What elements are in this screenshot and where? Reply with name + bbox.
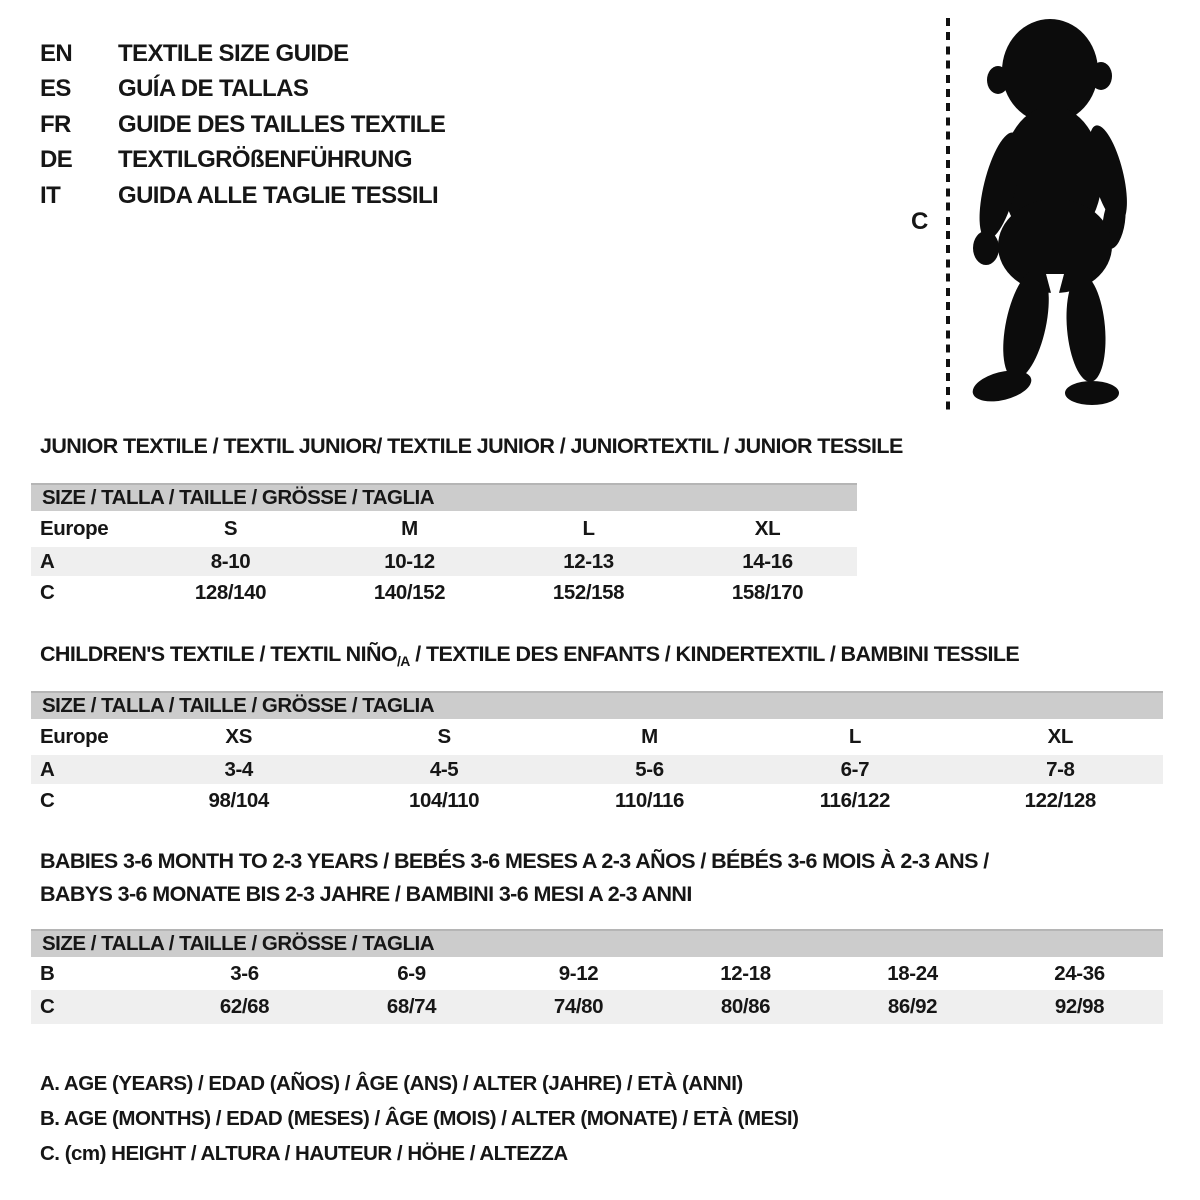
language-code: DE: [40, 146, 73, 174]
table-cell: 152/158: [552, 581, 625, 604]
height-dashed-line: [946, 18, 950, 414]
table-cell: 140/152: [373, 581, 446, 604]
table-cell: 3-4: [224, 757, 253, 781]
toddler-silhouette-icon: [972, 19, 1127, 405]
table-cell: 12-18: [720, 961, 771, 985]
table-cell: 104/110: [409, 789, 480, 812]
table-row: C 62/68 68/74 74/80 80/86 86/92 92/98: [31, 990, 1163, 1024]
children-title-prefix: CHILDREN'S TEXTILE / TEXTIL NIÑO: [40, 642, 398, 666]
footnote-a: A. AGE (YEARS) / EDAD (AÑOS) / ÂGE (ANS)…: [40, 1072, 743, 1095]
language-row: EN TEXTILE SIZE GUIDE: [40, 36, 445, 72]
table-cell: 122/128: [1024, 789, 1097, 812]
table-cell: 68/74: [386, 995, 437, 1018]
size-header-bar: SIZE / TALLA / TAILLE / GRÖSSE / TAGLIA: [31, 929, 1163, 957]
babies-title-line1: BABIES 3-6 MONTH TO 2-3 YEARS / BEBÉS 3-…: [40, 849, 989, 873]
size-header-bar: SIZE / TALLA / TAILLE / GRÖSSE / TAGLIA: [31, 483, 857, 511]
table-row: Europe XS S M L XL: [31, 719, 1163, 755]
table-cell: 10-12: [384, 549, 435, 573]
table-row: C 98/104 104/110 110/116 116/122 122/128: [31, 784, 1163, 818]
table-cell: 116/122: [819, 789, 891, 812]
children-size-table: SIZE / TALLA / TAILLE / GRÖSSE / TAGLIA …: [31, 691, 1163, 818]
table-cell: 12-13: [563, 549, 614, 573]
table-cell: L: [848, 725, 862, 748]
table-cell: 18-24: [887, 961, 938, 985]
table-cell: 98/104: [208, 789, 270, 812]
table-cell: L: [582, 517, 595, 540]
table-cell: 6-9: [397, 961, 426, 985]
table-row: B 3-6 6-9 9-12 12-18 18-24 24-36: [31, 957, 1163, 990]
table-cell: 3-6: [230, 961, 259, 985]
table-cell: S: [223, 517, 238, 540]
guide-title: TEXTILE SIZE GUIDE: [118, 39, 349, 67]
table-row: C 128/140 140/152 152/158 158/170: [31, 576, 857, 610]
table-cell: 110/116: [614, 789, 685, 812]
table-cell: 86/92: [887, 995, 938, 1018]
footnote-c: C. (cm) HEIGHT / ALTURA / HAUTEUR / HÖHE…: [40, 1142, 568, 1165]
language-code: EN: [40, 39, 73, 67]
table-cell: 92/98: [1054, 995, 1105, 1018]
table-cell: 24-36: [1054, 961, 1105, 985]
children-table-rows: Europe XS S M L XL A 3-4 4-5 5-6 6-7 7-8 C 98/104 104/…: [31, 719, 1163, 818]
junior-table-rows: Europe S M L XL A 8-10 10-12 12-13 14-16 C 128/140 1…: [31, 511, 857, 610]
table-cell: XL: [1047, 725, 1074, 748]
children-title-suffix: / TEXTILE DES ENFANTS / KINDERTEXTIL / B…: [409, 642, 1020, 666]
row-label: B: [40, 961, 55, 985]
junior-section-title: JUNIOR TEXTILE / TEXTIL JUNIOR/ TEXTILE …: [40, 434, 903, 458]
language-title-list: EN TEXTILE SIZE GUIDE ES GUÍA DE TALLAS …: [40, 36, 446, 214]
table-cell: XL: [754, 517, 781, 540]
table-cell: 5-6: [635, 757, 664, 781]
babies-title-line2: BABYS 3-6 MONATE BIS 2-3 JAHRE / BAMBINI…: [40, 882, 692, 906]
height-measure-label: C: [911, 208, 929, 235]
size-header-bar: SIZE / TALLA / TAILLE / GRÖSSE / TAGLIA: [31, 691, 1163, 719]
language-code: FR: [40, 110, 71, 138]
row-label: A: [40, 757, 55, 781]
guide-title: GUIDE DES TAILLES TEXTILE: [118, 110, 446, 138]
language-row: DE TEXTILGRÖßENFÜHRUNG: [40, 143, 445, 179]
table-cell: 6-7: [840, 757, 870, 781]
table-cell: 7-8: [1046, 757, 1075, 781]
guide-title: GUÍA DE TALLAS: [118, 75, 309, 103]
language-code: IT: [40, 181, 61, 209]
table-cell: 74/80: [553, 995, 604, 1018]
children-section-title: CHILDREN'S TEXTILE / TEXTIL NIÑO/A / TEX…: [40, 642, 1020, 669]
table-cell: 62/68: [219, 995, 270, 1018]
children-title-sub: /A: [397, 653, 410, 669]
row-label: C: [40, 581, 55, 604]
footnotes: A. AGE (YEARS) / EDAD (AÑOS) / ÂGE (ANS)…: [40, 1066, 799, 1171]
table-cell: 4-5: [429, 757, 459, 781]
table-cell: M: [641, 725, 658, 748]
table-cell: 128/140: [194, 581, 267, 604]
table-cell: XS: [225, 725, 252, 748]
row-label: A: [40, 549, 55, 573]
row-label: Europe: [40, 517, 109, 540]
language-code: ES: [40, 75, 71, 103]
table-row: Europe S M L XL: [31, 511, 857, 547]
row-label: Europe: [40, 725, 109, 748]
table-cell: 14-16: [742, 549, 793, 573]
language-row: ES GUÍA DE TALLAS: [40, 72, 445, 108]
table-row: A 8-10 10-12 12-13 14-16: [31, 547, 857, 576]
junior-size-table: SIZE / TALLA / TAILLE / GRÖSSE / TAGLIA …: [31, 483, 857, 610]
guide-title: GUIDA ALLE TAGLIE TESSILI: [118, 181, 439, 209]
language-row: FR GUIDE DES TAILLES TEXTILE: [40, 107, 446, 143]
table-cell: 9-12: [558, 961, 599, 985]
table-cell: 80/86: [720, 995, 771, 1018]
babies-section-title: BABIES 3-6 MONTH TO 2-3 YEARS / BEBÉS 3-…: [40, 845, 989, 911]
babies-size-table: SIZE / TALLA / TAILLE / GRÖSSE / TAGLIA …: [31, 929, 1163, 1024]
table-cell: S: [437, 725, 451, 748]
table-cell: 8-10: [210, 549, 251, 573]
table-cell: 158/170: [731, 581, 804, 604]
table-cell: M: [401, 517, 418, 540]
language-row: IT GUIDA ALLE TAGLIE TESSILI: [40, 178, 445, 214]
guide-title: TEXTILGRÖßENFÜHRUNG: [118, 146, 413, 174]
row-label: C: [40, 995, 55, 1018]
babies-table-rows: B 3-6 6-9 9-12 12-18 18-24 24-36 C 62/68 68/74 74/…: [31, 957, 1163, 1024]
row-label: C: [40, 789, 55, 812]
table-row: A 3-4 4-5 5-6 6-7 7-8: [31, 755, 1163, 784]
footnote-b: B. AGE (MONTHS) / EDAD (MESES) / ÂGE (MO…: [40, 1107, 799, 1130]
